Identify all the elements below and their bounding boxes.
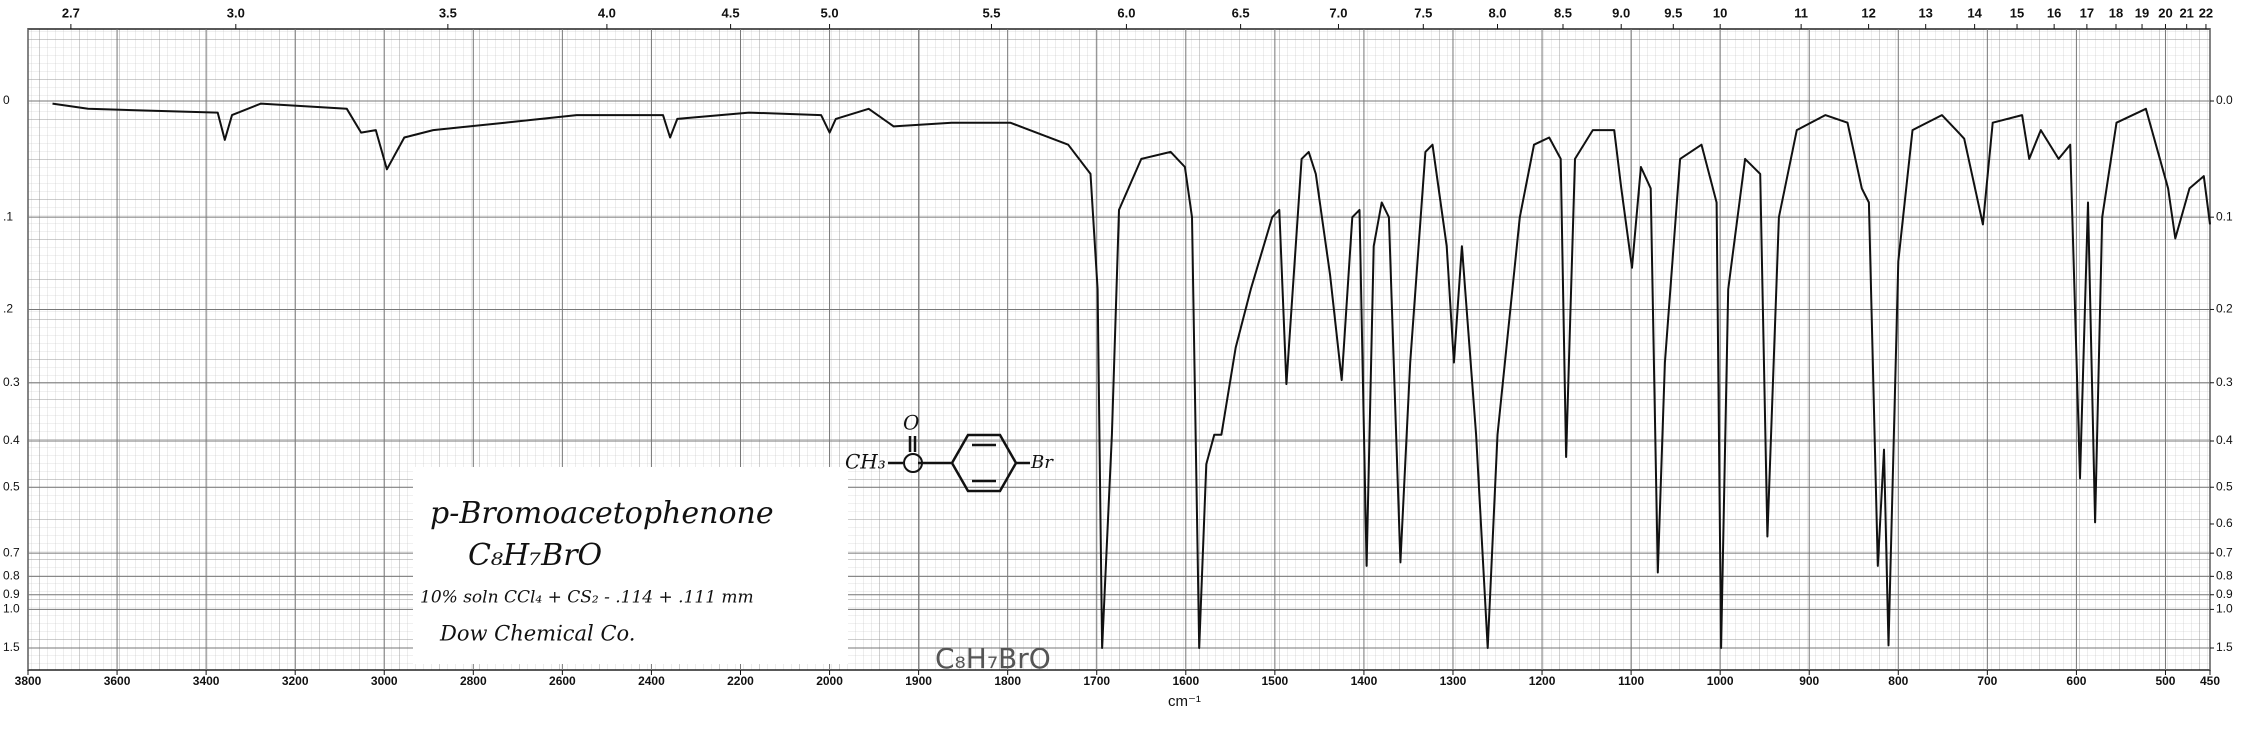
x2-tick-label: 14 <box>1967 5 1982 20</box>
x2-tick-label: 5.0 <box>821 5 839 20</box>
x-tick-label: 2400 <box>638 674 665 688</box>
structure-label: CH₃ <box>845 450 886 474</box>
structure-label: O <box>903 411 919 435</box>
x-tick-label: 1500 <box>1262 674 1289 688</box>
x2-tick-label: 6.5 <box>1232 5 1250 20</box>
source: Dow Chemical Co. <box>439 622 635 646</box>
x-tick-label: 1100 <box>1618 674 1644 688</box>
x-tick-label: 600 <box>2066 674 2086 688</box>
x-tick-label: 800 <box>1888 674 1908 688</box>
x-tick-label: 1700 <box>1083 674 1110 688</box>
x2-tick-label: 8.5 <box>1554 5 1572 20</box>
x2-tick-label: 10 <box>1713 5 1727 20</box>
conditions: 10% soln CCl₄ + CS₂ - .114 + .111 mm <box>420 588 754 608</box>
x-axis-label: cm⁻¹ <box>1168 693 1201 710</box>
x2-tick-label: 9.0 <box>1612 5 1630 20</box>
y2-tick-label: 0.2 <box>2216 302 2233 316</box>
x-tick-label: 1900 <box>905 674 932 688</box>
x2-tick-label: 20 <box>2158 5 2172 20</box>
x2-tick-label: 3.0 <box>227 5 245 20</box>
axes: 3800 3600 3400 3200 3000 2800 2600 2400 2200 2000… <box>3 5 2233 688</box>
y-tick-label: .1 <box>3 209 13 223</box>
x2-tick-label: 2.7 <box>62 5 80 20</box>
x-tick-label: 3000 <box>371 674 398 688</box>
x2-tick-label: 22 <box>2199 5 2213 20</box>
x2-tick-label: 15 <box>2010 5 2024 20</box>
x-tick-label: 1200 <box>1529 674 1556 688</box>
x-tick-label: 1800 <box>994 674 1021 688</box>
y-tick-label: 0.5 <box>3 479 20 493</box>
x-tick-label: 500 <box>2155 674 2175 688</box>
y2-tick-label: 0.7 <box>2216 545 2233 559</box>
y-tick-label: 1.0 <box>3 602 20 616</box>
y-tick-label: 0.3 <box>3 375 20 389</box>
x-tick-label: 1000 <box>1707 674 1734 688</box>
x2-tick-label: 4.0 <box>598 5 616 20</box>
y2-tick-label: 0.5 <box>2216 479 2233 493</box>
x-tick-label: 2600 <box>549 674 576 688</box>
spectrum-line <box>52 102 2211 649</box>
structure: CH₃ O Br <box>845 411 1054 493</box>
y2-tick-label: 1.5 <box>2216 640 2233 654</box>
x2-tick-label: 4.5 <box>722 5 740 20</box>
x-tick-label: 1300 <box>1440 674 1467 688</box>
compound-name: p-Bromoacetophenone <box>430 496 774 531</box>
x2-tick-label: 8.0 <box>1488 5 1506 20</box>
x-tick-label: 1600 <box>1172 674 1199 688</box>
structure-carbon <box>903 453 923 473</box>
y-tick-label: 0.8 <box>3 569 20 583</box>
structure-bonds <box>888 433 1030 493</box>
x2-tick-label: 12 <box>1861 5 1875 20</box>
x2-tick-label: 11 <box>1794 5 1808 20</box>
x2-tick-label: 7.0 <box>1329 5 1347 20</box>
x-tick-label: 3600 <box>104 674 131 688</box>
x-tick-label: 2800 <box>460 674 487 688</box>
label-card: p-Bromoacetophenone C₈H₇BrO 10% soln CCl… <box>413 467 848 664</box>
x-tick-label: 3400 <box>193 674 220 688</box>
structure-label: Br <box>1030 452 1054 473</box>
x2-tick-label: 6.0 <box>1117 5 1135 20</box>
x-tick-label: 900 <box>1799 674 1819 688</box>
x2-tick-label: 18 <box>2109 5 2123 20</box>
x2-tick-label: 3.5 <box>439 5 457 20</box>
y2-tick-label: 0.0 <box>2216 93 2233 107</box>
label-box <box>413 467 848 664</box>
x-tick-label: 2000 <box>816 674 843 688</box>
x-tick-label: 450 <box>2200 674 2220 688</box>
x-tick-label: 3200 <box>282 674 309 688</box>
paper-grid <box>28 29 2210 670</box>
x2-tick-label: 16 <box>2047 5 2061 20</box>
y2-tick-label: 1.0 <box>2216 602 2233 616</box>
y2-tick-label: 0.4 <box>2216 433 2233 447</box>
x2-tick-label: 9.5 <box>1664 5 1682 20</box>
x2-tick-label: 19 <box>2135 5 2149 20</box>
y-tick-label: 1.5 <box>3 640 20 654</box>
x2-tick-label: 21 <box>2179 5 2193 20</box>
y2-tick-label: 0.9 <box>2216 587 2233 601</box>
x-tick-label: 2200 <box>727 674 754 688</box>
y2-tick-label: 0.1 <box>2216 209 2233 223</box>
x2-tick-label: 17 <box>2080 5 2094 20</box>
handwritten-formula: C₈H₇BrO <box>935 642 1051 675</box>
y2-tick-label: 0.3 <box>2216 375 2233 389</box>
formula: C₈H₇BrO <box>468 538 602 573</box>
x2-tick-label: 7.5 <box>1414 5 1432 20</box>
y2-tick-label: 0.6 <box>2216 516 2233 530</box>
x-tick-label: 1400 <box>1351 674 1378 688</box>
y-tick-label: 0.4 <box>3 433 20 447</box>
x2-tick-label: 13 <box>1918 5 1932 20</box>
x-tick-label: 3800 <box>15 674 42 688</box>
x-tick-label: 700 <box>1977 674 1997 688</box>
x2-tick-label: 5.5 <box>982 5 1000 20</box>
y-tick-label: .2 <box>3 302 13 316</box>
y2-tick-label: 0.8 <box>2216 569 2233 583</box>
spectrum <box>52 102 2211 649</box>
y-tick-label: 0 <box>3 93 10 107</box>
y-tick-label: 0.7 <box>3 545 20 559</box>
y-tick-label: 0.9 <box>3 587 20 601</box>
